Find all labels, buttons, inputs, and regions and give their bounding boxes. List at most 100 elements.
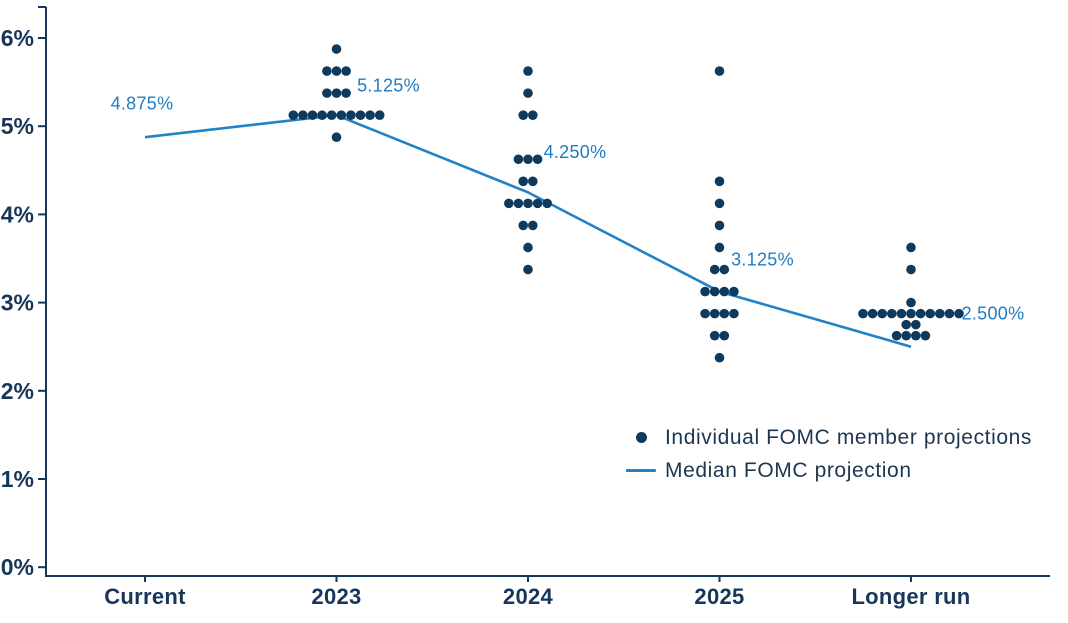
fomc-dot [523, 264, 533, 275]
fomc-dot [341, 88, 351, 98]
fomc-dot [700, 308, 710, 319]
fomc-dot [719, 286, 730, 297]
dot-marker-icon [635, 432, 647, 443]
fomc-dot [528, 110, 538, 120]
fomc-dot [714, 242, 725, 253]
fomc-dot [887, 308, 897, 319]
fomc-dot [331, 44, 342, 54]
fomc-dot [925, 308, 935, 319]
legend-label-individual-projections: Individual FOMC member projections [665, 425, 1033, 449]
x-tick-label: 2024 [503, 584, 554, 609]
fomc-dot [719, 308, 730, 319]
fomc-dot [906, 297, 916, 308]
x-tick-label: Longer run [851, 584, 970, 609]
fomc-dot [322, 66, 332, 76]
fomc-dot [317, 110, 327, 120]
fomc-dot [714, 66, 725, 76]
fomc-dot [532, 198, 543, 209]
fomc-dot [532, 154, 543, 165]
legend-item-median-projection: Median FOMC projection [626, 454, 1032, 487]
fomc-dot [719, 330, 730, 341]
fomc-dot [518, 220, 528, 231]
fomc-dot [518, 176, 528, 187]
fomc-dot [542, 198, 552, 209]
fomc-dot [714, 198, 725, 209]
fomc-dot [719, 264, 730, 275]
fomc-dot [336, 110, 347, 120]
y-tick-label: 2% [1, 378, 34, 404]
fomc-dot [729, 308, 739, 319]
fomc-dot [911, 319, 921, 330]
fomc-dot [331, 88, 342, 98]
fomc-dot [729, 286, 739, 297]
fomc-dot [523, 66, 533, 76]
legend-item-individual-projections: Individual FOMC member projections [626, 421, 1032, 454]
fomc-dot [331, 66, 342, 76]
fomc-dot [523, 198, 533, 209]
fomc-dot [911, 330, 921, 341]
fomc-dot [513, 198, 524, 209]
fomc-dot [877, 308, 887, 319]
line-marker-icon [626, 469, 656, 472]
x-tick-label: 2023 [311, 584, 361, 609]
fomc-dot [858, 308, 868, 319]
fomc-dot [954, 308, 964, 319]
legend: Individual FOMC member projections Media… [626, 421, 1032, 487]
fomc-dot [935, 308, 945, 319]
fomc-dot [896, 308, 907, 319]
fomc-dot [365, 110, 375, 120]
fomc-dot [709, 308, 720, 319]
legend-marker-box [626, 469, 656, 472]
fomc-dot [346, 110, 356, 120]
fomc-dot [867, 308, 878, 319]
fomc-dot [322, 88, 332, 98]
x-tick-label: 2025 [694, 584, 744, 609]
fomc-dot [518, 110, 528, 120]
fomc-dot [709, 330, 720, 341]
legend-label-median-projection: Median FOMC projection [665, 458, 912, 482]
fomc-dot [906, 308, 916, 319]
y-tick-label: 1% [1, 466, 34, 492]
fomc-dot [891, 330, 902, 341]
fomc-dot [709, 264, 720, 275]
fomc-dot [288, 110, 299, 120]
median-line [144, 113, 912, 348]
y-tick-label: 3% [1, 290, 34, 316]
fomc-dot [714, 352, 725, 363]
fomc-dot [307, 110, 318, 120]
x-tick-label: Current [104, 584, 186, 609]
fomc-dot [906, 242, 916, 253]
y-tick-label: 5% [1, 113, 34, 139]
fomc-dot [944, 308, 955, 319]
fomc-dot [920, 330, 931, 341]
fomc-dot [714, 220, 725, 231]
legend-marker-box [626, 432, 656, 443]
y-tick-label: 4% [1, 201, 34, 227]
y-tick-label: 0% [1, 554, 34, 580]
fomc-dot [331, 132, 342, 143]
fomc-dot [709, 286, 720, 297]
fomc-dot [326, 110, 337, 120]
fomc-dot [523, 88, 533, 98]
median-value-label: 5.125% [357, 76, 420, 96]
fomc-dot [700, 286, 710, 297]
y-tick-label: 6% [1, 25, 34, 51]
fomc-dot [341, 66, 351, 76]
fomc-dot [513, 154, 524, 165]
median-value-label: 2.500% [962, 304, 1025, 324]
fomc-dot [298, 110, 308, 120]
fomc-dot [906, 264, 916, 275]
fomc-dot [714, 176, 725, 187]
fomc-dot [504, 198, 514, 209]
median-value-label: 4.250% [544, 142, 607, 162]
fomc-dot [355, 110, 366, 120]
median-value-label: 4.875% [111, 93, 174, 113]
fomc-dot [901, 330, 911, 341]
fomc-dot [528, 220, 538, 231]
fomc-dot [523, 242, 533, 253]
fomc-dot [528, 176, 538, 187]
median-value-label: 3.125% [731, 249, 794, 269]
fomc-dot [374, 110, 385, 120]
